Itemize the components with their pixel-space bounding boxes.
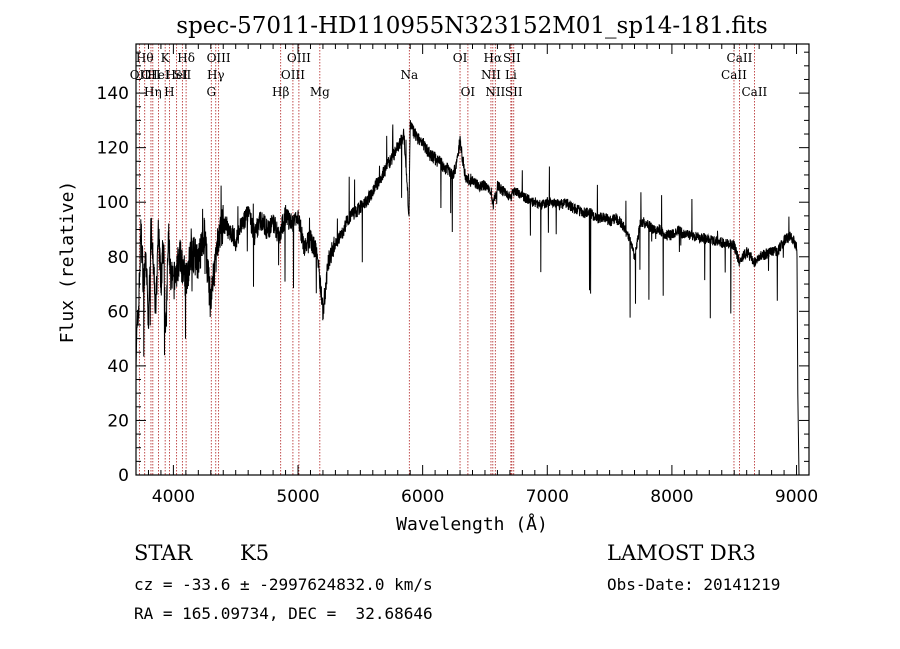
line-marker-label: OI xyxy=(453,51,468,65)
x-tick-label: 5000 xyxy=(276,487,319,507)
line-marker-label: CaII xyxy=(727,51,753,65)
line-marker-label: CaII xyxy=(741,85,767,99)
line-marker-label: NII xyxy=(485,85,505,99)
spectral-line-labels: OIIHθOIIHηHeIKHHeISIIHδGHγOIIIHβOIIIOIII… xyxy=(130,51,768,99)
line-marker-label: OIII xyxy=(207,51,231,65)
y-tick-label: 140 xyxy=(97,84,129,104)
y-tick-label: 40 xyxy=(107,357,129,377)
spectrum-line xyxy=(135,120,800,476)
y-axis-ticks: 0 20 40 60 80 100 120 140 xyxy=(97,51,809,486)
plot-frame xyxy=(135,43,810,476)
x-tick-label: 7000 xyxy=(526,487,569,507)
redshift-line: cz = -33.6 ± -2997624832.0 km/s xyxy=(134,575,433,594)
line-marker-label: OI xyxy=(461,85,476,99)
x-tick-label: 8000 xyxy=(650,487,693,507)
line-marker-label: OIII xyxy=(281,68,305,82)
line-marker-label: Hβ xyxy=(272,85,289,99)
coordinates-line: RA = 165.09734, DEC = 32.68646 xyxy=(134,604,433,623)
survey-name: LAMOST DR3 xyxy=(607,541,756,565)
line-marker-label: H xyxy=(164,85,174,99)
y-tick-label: 0 xyxy=(118,466,129,486)
line-marker-label: G xyxy=(206,85,216,99)
line-marker-label: OII xyxy=(130,68,150,82)
line-marker-label: Hα xyxy=(484,51,503,65)
x-tick-label: 6000 xyxy=(401,487,444,507)
x-axis-ticks: 4000 5000 6000 7000 8000 9000 xyxy=(135,44,818,507)
line-marker-label: HeI xyxy=(147,68,170,82)
x-axis-label: Wavelength (Å) xyxy=(396,513,548,535)
y-tick-label: 80 xyxy=(107,248,129,268)
x-tick-label: 4000 xyxy=(152,487,195,507)
object-class: STAR xyxy=(134,541,193,565)
line-marker-label: Mg xyxy=(310,85,330,99)
line-marker-label: SII xyxy=(174,68,192,82)
line-marker-label: Hη xyxy=(144,85,162,99)
line-marker-label: CaII xyxy=(721,68,747,82)
line-marker-label: OIII xyxy=(287,51,311,65)
line-marker-label: NII xyxy=(481,68,501,82)
y-tick-label: 100 xyxy=(97,193,129,213)
y-tick-label: 60 xyxy=(107,302,129,322)
line-marker-label: K xyxy=(161,51,171,65)
chart-title: spec-57011-HD110955N323152M01_sp14-181.f… xyxy=(176,13,767,39)
line-marker-label: Na xyxy=(400,68,418,82)
y-axis-label: Flux (relative) xyxy=(57,181,78,344)
y-tick-label: 120 xyxy=(97,139,129,159)
spectral-line-markers xyxy=(138,44,755,475)
x-tick-label: 9000 xyxy=(775,487,818,507)
line-marker-label: SII xyxy=(503,51,521,65)
observation-date: Obs-Date: 20141219 xyxy=(607,575,780,594)
line-marker-label: Li xyxy=(505,68,517,82)
line-marker-label: SII xyxy=(505,85,523,99)
line-marker-label: Hδ xyxy=(177,51,195,65)
y-tick-label: 20 xyxy=(107,411,129,431)
line-marker-label: Hθ xyxy=(136,51,154,65)
object-subclass: K5 xyxy=(240,541,269,565)
line-marker-label: HeI xyxy=(165,68,188,82)
line-marker-label: Hγ xyxy=(207,68,225,82)
line-marker-label: OII xyxy=(141,68,161,82)
